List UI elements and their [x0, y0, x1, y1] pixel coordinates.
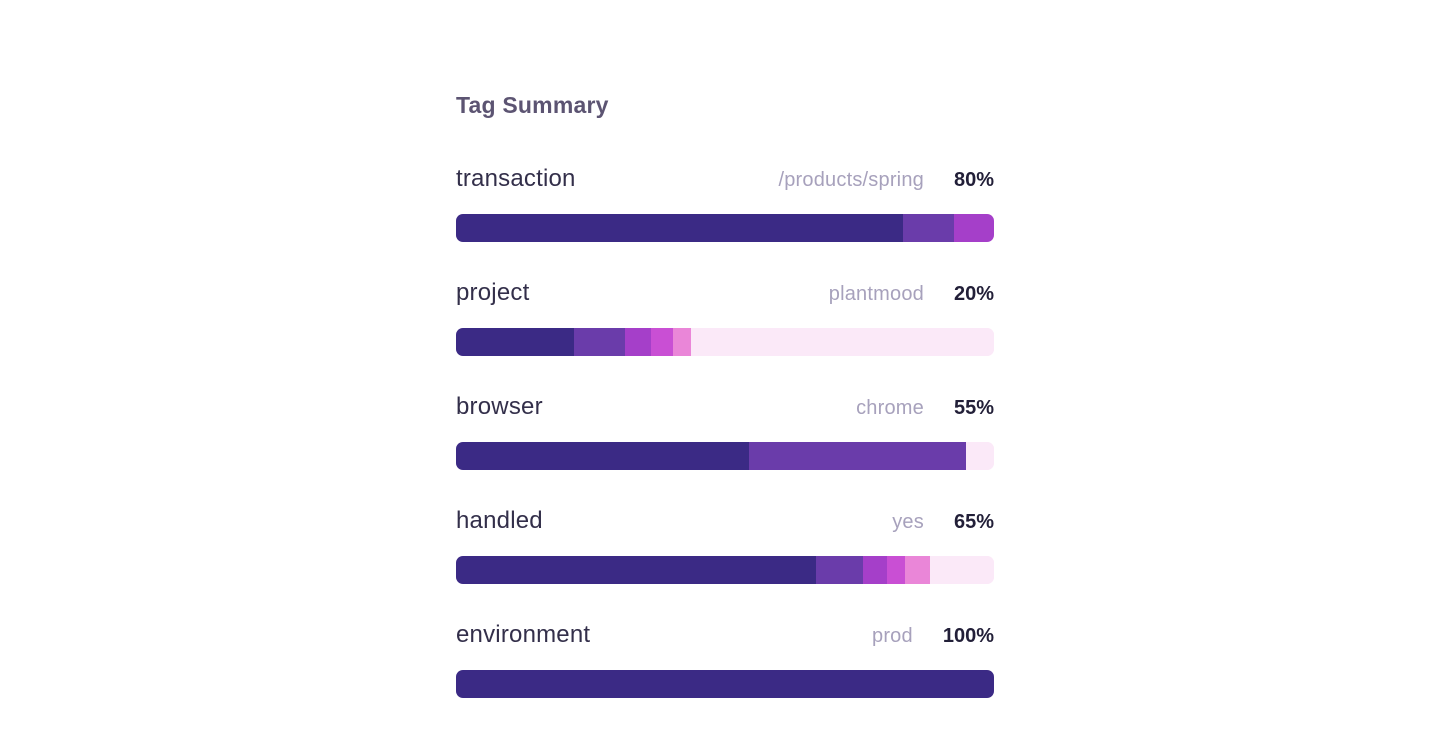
- tag-top-value: chrome: [856, 397, 924, 419]
- tag-distribution-bar: [456, 670, 994, 698]
- tag-label: project: [456, 279, 530, 306]
- bar-segment: [966, 442, 994, 470]
- bar-segment: [749, 442, 967, 470]
- bar-segment: [816, 556, 864, 584]
- tag-summary-panel: Tag Summary transaction /products/spring…: [456, 0, 994, 698]
- tag-distribution-bar: [456, 556, 994, 584]
- tag-row: browser chrome 55%: [456, 393, 994, 470]
- tag-top-value: prod: [872, 625, 913, 647]
- tag-top-value: plantmood: [828, 283, 924, 305]
- tag-row: project plantmood 20%: [456, 279, 994, 356]
- panel-title: Tag Summary: [456, 92, 609, 118]
- bar-segment: [651, 328, 673, 356]
- bar-segment: [574, 328, 626, 356]
- bar-segment: [887, 556, 906, 584]
- tag-row-header: environment prod 100%: [456, 621, 994, 649]
- tag-row-header: project plantmood 20%: [456, 279, 994, 307]
- bar-segment: [456, 670, 994, 698]
- tag-percent: 80%: [953, 169, 994, 191]
- bar-segment: [929, 556, 994, 584]
- tag-percent: 100%: [942, 625, 994, 647]
- bar-segment: [456, 328, 575, 356]
- tag-distribution-bar: [456, 442, 994, 470]
- tag-percent: 65%: [953, 511, 994, 533]
- tag-row: handled yes 65%: [456, 507, 994, 584]
- tag-top-value: yes: [892, 511, 924, 533]
- tag-row-header: transaction /products/spring 80%: [456, 165, 994, 193]
- bar-segment: [456, 556, 817, 584]
- tag-row-header: browser chrome 55%: [456, 393, 994, 421]
- bar-segment: [863, 556, 888, 584]
- tag-row: transaction /products/spring 80%: [456, 165, 994, 242]
- bar-segment: [456, 214, 903, 242]
- bar-segment: [625, 328, 652, 356]
- tag-label: environment: [456, 621, 591, 648]
- tag-distribution-bar: [456, 328, 994, 356]
- bar-segment: [902, 214, 954, 242]
- tag-top-value: /products/spring: [778, 169, 924, 191]
- tag-label: handled: [456, 507, 543, 534]
- tag-percent: 55%: [953, 397, 994, 419]
- tag-label: browser: [456, 393, 543, 420]
- tag-row-header: handled yes 65%: [456, 507, 994, 535]
- tag-percent: 20%: [953, 283, 994, 305]
- bar-segment: [953, 214, 994, 242]
- bar-segment: [690, 328, 994, 356]
- bar-segment: [672, 328, 691, 356]
- tag-distribution-bar: [456, 214, 994, 242]
- bar-segment: [905, 556, 930, 584]
- tag-row: environment prod 100%: [456, 621, 994, 698]
- bar-segment: [456, 442, 750, 470]
- tag-label: transaction: [456, 165, 576, 192]
